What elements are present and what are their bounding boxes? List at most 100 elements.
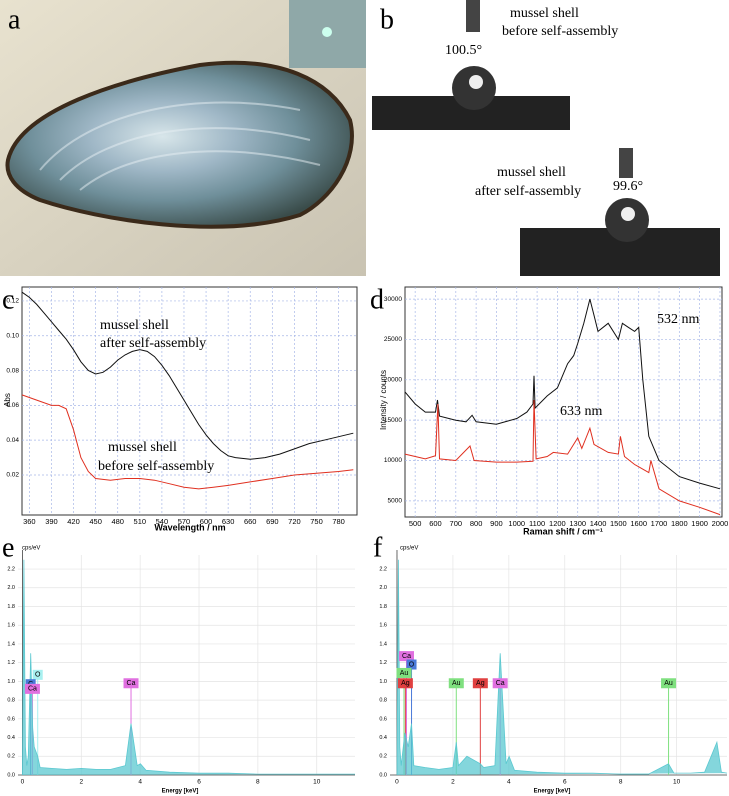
element-label: Ca	[28, 686, 37, 693]
y-tick-label: 0.04	[6, 437, 19, 444]
y-tick-label: 0.8	[379, 698, 387, 704]
x-tick-label: 1400	[590, 519, 607, 528]
element-tag	[406, 659, 417, 670]
y-tick-label: 1.6	[379, 623, 387, 629]
x-tick-label: 8	[619, 779, 623, 786]
y-tick-label: 2.0	[7, 585, 15, 591]
y-tick-label: 25000	[384, 336, 402, 343]
x-tick-label: 540	[156, 517, 169, 526]
y-tick-label: 0.2	[7, 754, 15, 760]
element-label: Ca	[402, 653, 411, 660]
x-tick-label: 510	[134, 517, 147, 526]
x-tick-label: 0	[21, 779, 25, 786]
x-tick-label: 700	[450, 519, 463, 528]
annotation: before self-assembly	[98, 459, 214, 474]
y-tick-label: 1.4	[379, 641, 387, 647]
element-label: Ca	[127, 680, 136, 687]
element-label: Au	[664, 680, 673, 687]
x-axis-label: Energy [keV]	[162, 789, 199, 795]
y-tick-label: 1.2	[7, 660, 15, 666]
caption: before self-assembly	[502, 24, 618, 39]
chart: 0.0 0.2 0.4 0.6 0.8 1.0 1.2 1.4 1.6 1.8 2.0 2.2 0 2 4 6…	[2, 532, 355, 795]
x-tick-label: 780	[332, 517, 345, 526]
x-tick-label: 1100	[529, 519, 545, 528]
x-axis-label: Raman shift / cm⁻¹	[523, 526, 603, 536]
x-tick-label: 0	[395, 779, 399, 786]
y-tick-label: 0.0	[7, 772, 15, 778]
x-tick-label: 720	[288, 517, 301, 526]
element-tag	[399, 651, 415, 662]
y-axis-label: Abs	[3, 393, 12, 407]
y-tick-label: 20000	[384, 377, 402, 384]
y-tick-label: 0.8	[7, 698, 15, 704]
panel-label: e	[2, 532, 14, 563]
y-tick-label: 0.2	[379, 754, 387, 760]
panel-label: f	[373, 532, 383, 563]
y-tick-label: 1.0	[7, 679, 15, 685]
element-label: Ca	[496, 680, 505, 687]
spectrum-area	[22, 559, 355, 776]
angle: 99.6°	[613, 179, 643, 194]
x-tick-label: 8	[256, 779, 260, 786]
element-tag	[472, 678, 488, 689]
element-label: Au	[400, 670, 409, 677]
x-tick-label: 390	[45, 517, 58, 526]
x-tick-label: 750	[310, 517, 323, 526]
chart: 0.0 0.2 0.4 0.6 0.8 1.0 1.2 1.4 1.6 1.8 2.0 2.2 0 2 4 6…	[373, 532, 728, 795]
panel-label: c	[2, 284, 14, 315]
y-tick-label: 0.6	[7, 716, 15, 722]
chart: 5000 10000 15000 20000 25000 30000 500 600 700 80…	[370, 284, 728, 536]
y-tick-label: 0.08	[6, 367, 19, 374]
x-tick-label: 480	[111, 517, 124, 526]
y-tick-label: 2.2	[379, 566, 387, 572]
caption: mussel shell	[497, 165, 566, 180]
x-tick-label: 690	[266, 517, 279, 526]
y-tick-label: 30000	[384, 296, 402, 303]
x-tick-label: 500	[409, 519, 422, 528]
y-tick-label: 0.12	[6, 298, 19, 305]
y-axis-label: cps/eV	[400, 546, 418, 552]
y-tick-label: 0.0	[379, 772, 387, 778]
x-tick-label: 600	[200, 517, 213, 526]
element-label: O	[409, 661, 415, 668]
x-tick-label: 570	[178, 517, 191, 526]
y-tick-label: 0.10	[6, 332, 19, 339]
annotation: mussel shell	[108, 440, 177, 455]
x-tick-label: 1200	[549, 519, 566, 528]
y-axis-label: cps/eV	[22, 546, 40, 552]
line-series	[21, 291, 354, 460]
annotation: after self-assembly	[100, 336, 206, 351]
y-tick-label: 5000	[388, 498, 403, 505]
element-label: Ag	[401, 680, 410, 687]
y-tick-label: 2.0	[379, 585, 387, 591]
y-tick-label: 2.2	[7, 566, 15, 572]
panel-label: b	[380, 4, 394, 35]
element-tag	[661, 678, 677, 689]
x-axis-label: Wavelength / nm	[154, 522, 225, 532]
y-tick-label: 0.4	[379, 735, 387, 741]
x-tick-label: 1900	[691, 519, 708, 528]
x-tick-label: 1500	[610, 519, 627, 528]
line-series	[21, 394, 354, 490]
element-tag	[397, 678, 413, 689]
line-series	[404, 298, 721, 490]
y-tick-label: 15000	[384, 417, 402, 424]
line-series	[404, 399, 721, 516]
x-tick-label: 1800	[671, 519, 688, 528]
x-tick-label: 2	[79, 779, 83, 786]
y-axis-label: Intensity / counts	[379, 370, 388, 430]
annotation: 633 nm	[560, 404, 603, 419]
panel-label: a	[8, 4, 21, 35]
y-tick-label: 1.2	[379, 660, 387, 666]
x-tick-label: 900	[490, 519, 503, 528]
x-tick-label: 2	[451, 779, 455, 786]
element-tag	[492, 678, 508, 689]
element-label: Au	[452, 680, 461, 687]
y-tick-label: 10000	[384, 457, 402, 464]
x-tick-label: 1700	[651, 519, 668, 528]
x-axis-label: Energy [keV]	[534, 789, 571, 795]
element-tag	[123, 678, 139, 689]
photo-a: a	[0, 0, 366, 276]
